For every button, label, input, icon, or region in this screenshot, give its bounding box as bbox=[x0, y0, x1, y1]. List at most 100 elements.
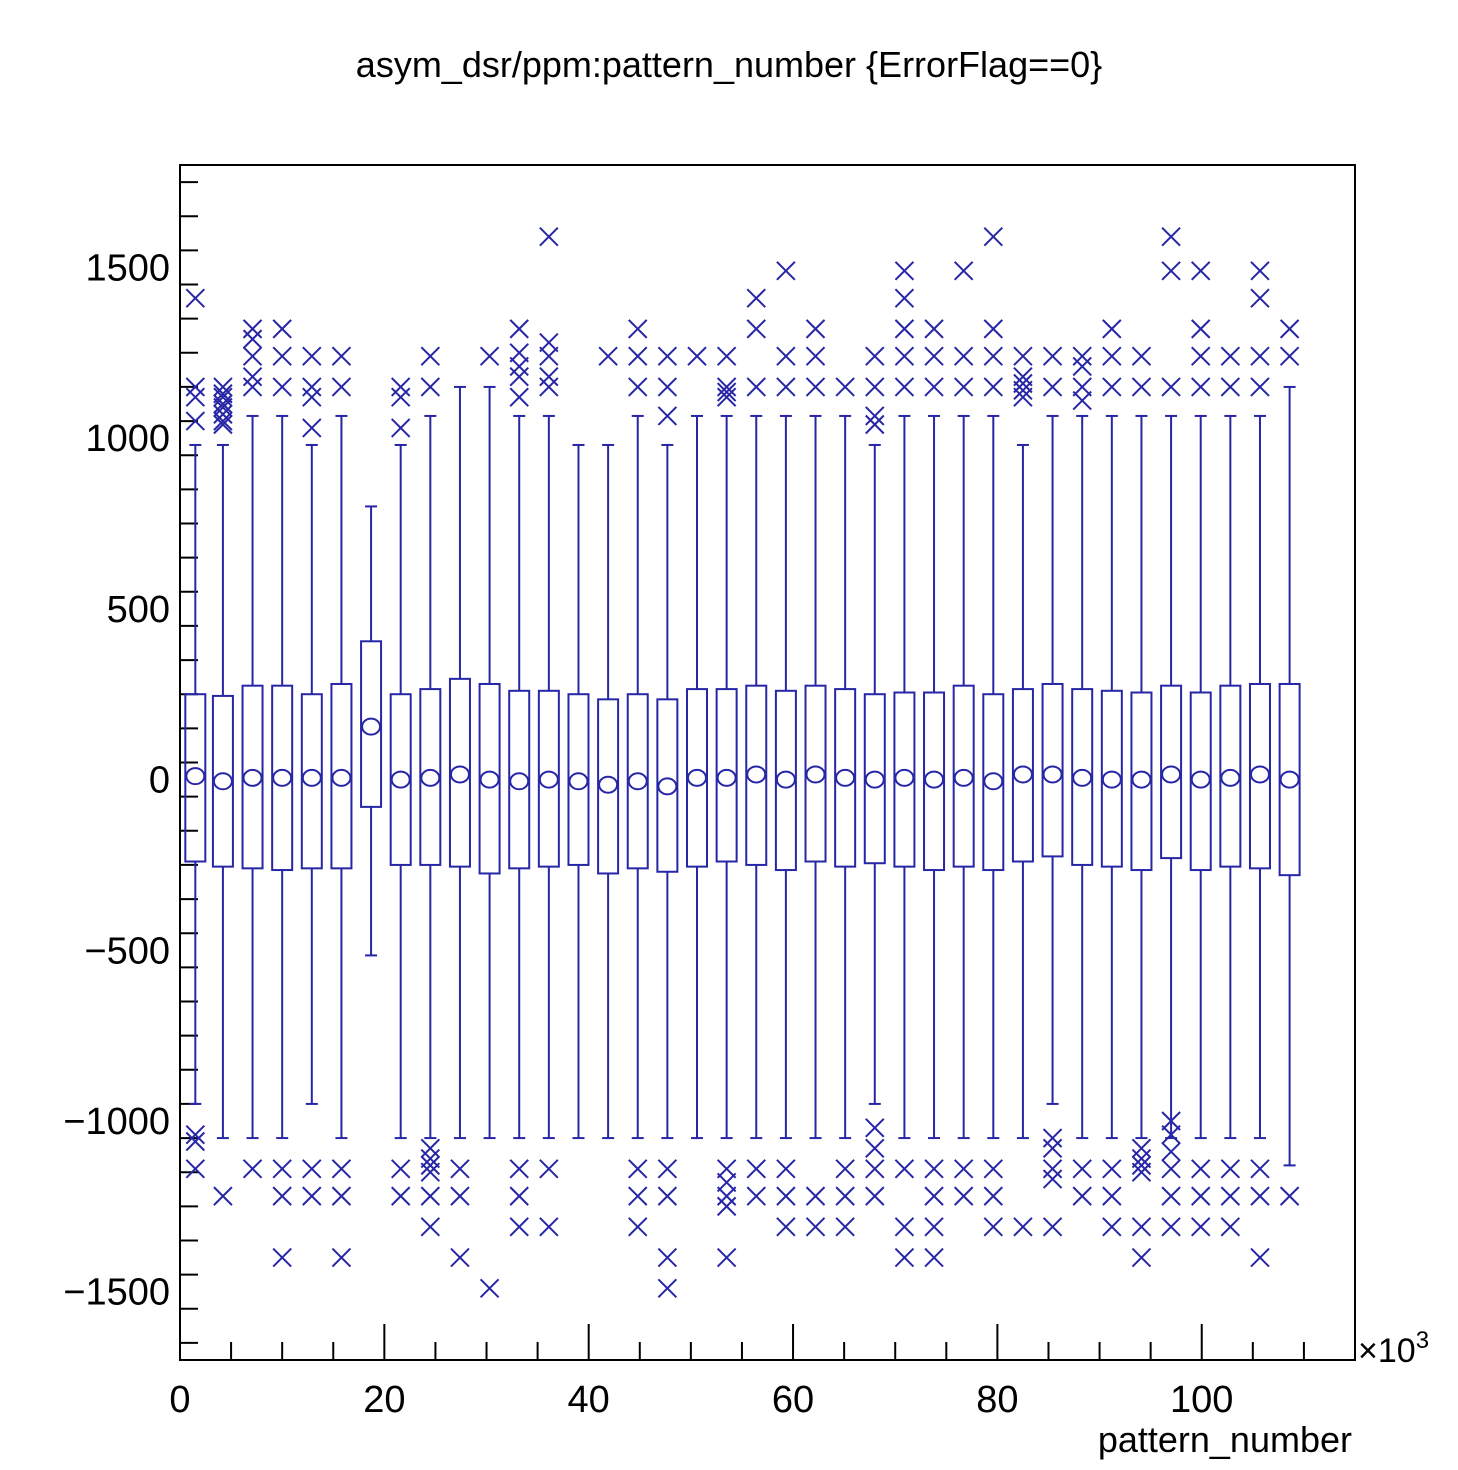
outlier-stroke bbox=[805, 319, 826, 339]
box bbox=[1160, 684, 1183, 860]
outlier-stroke bbox=[716, 377, 737, 397]
box bbox=[626, 693, 649, 870]
outlier-marker bbox=[1042, 1138, 1063, 1159]
box-group bbox=[1011, 346, 1034, 1237]
outlier-marker bbox=[865, 406, 885, 426]
outlier-stroke bbox=[185, 387, 206, 407]
box-group bbox=[834, 377, 857, 1237]
outlier-stroke bbox=[509, 1186, 529, 1206]
outlier-stroke bbox=[213, 404, 233, 424]
outlier-marker bbox=[509, 356, 529, 377]
outlier-marker bbox=[272, 1159, 292, 1179]
outlier-stroke bbox=[983, 377, 1004, 397]
outlier-stroke bbox=[835, 377, 855, 397]
outlier-marker bbox=[1072, 377, 1092, 397]
box-group bbox=[1041, 346, 1064, 1237]
outlier-stroke bbox=[390, 387, 411, 407]
outlier-stroke bbox=[1220, 1186, 1241, 1206]
outlier-marker bbox=[894, 319, 915, 339]
mean-marker bbox=[449, 765, 470, 784]
outlier-stroke bbox=[746, 377, 766, 397]
outlier-stroke bbox=[746, 1186, 766, 1206]
outlier-stroke bbox=[272, 1159, 292, 1179]
outlier-stroke bbox=[1072, 1186, 1092, 1206]
mean-marker bbox=[390, 770, 411, 789]
mean-marker bbox=[864, 770, 885, 789]
outlier-marker bbox=[272, 319, 292, 339]
outlier-stroke bbox=[628, 319, 648, 339]
outlier-stroke bbox=[716, 1186, 737, 1206]
box-group bbox=[715, 346, 738, 1268]
outlier-marker bbox=[242, 1159, 263, 1179]
mean-marker bbox=[272, 768, 293, 787]
outlier-stroke bbox=[865, 1159, 885, 1179]
outlier-marker bbox=[185, 377, 206, 397]
outlier-marker bbox=[805, 1217, 826, 1237]
outlier-marker bbox=[746, 1186, 766, 1206]
y-tick-label: 0 bbox=[149, 760, 170, 802]
outlier-stroke bbox=[746, 288, 766, 308]
mean-marker bbox=[301, 768, 322, 787]
outlier-marker bbox=[420, 1155, 441, 1176]
outlier-marker bbox=[1042, 346, 1063, 366]
outlier-marker bbox=[509, 1217, 529, 1237]
outlier-stroke bbox=[657, 346, 678, 366]
outlier-stroke bbox=[272, 346, 292, 366]
outlier-stroke bbox=[924, 1217, 944, 1237]
mean-marker bbox=[212, 772, 233, 791]
outlier-marker bbox=[894, 288, 915, 308]
outlier-stroke bbox=[1131, 1247, 1152, 1268]
mean-marker bbox=[1249, 765, 1270, 784]
outlier-marker bbox=[657, 346, 678, 366]
box-series bbox=[184, 226, 1301, 1299]
outlier-stroke bbox=[509, 1159, 529, 1179]
outlier-stroke bbox=[1250, 1159, 1270, 1179]
outlier-marker bbox=[894, 1247, 915, 1268]
outlier-stroke bbox=[924, 1186, 944, 1206]
mean-marker bbox=[185, 767, 206, 786]
mean-marker bbox=[894, 768, 915, 787]
box bbox=[804, 684, 827, 863]
outlier-stroke bbox=[1161, 261, 1181, 281]
mean-marker bbox=[746, 765, 767, 784]
outlier-stroke bbox=[924, 1247, 944, 1268]
outlier-marker bbox=[1250, 1159, 1270, 1179]
outlier-marker bbox=[1161, 261, 1181, 281]
outlier-stroke bbox=[185, 377, 206, 397]
box-group bbox=[804, 319, 827, 1237]
outlier-stroke bbox=[302, 387, 322, 407]
outlier-stroke bbox=[1131, 1162, 1152, 1182]
outlier-stroke bbox=[1161, 1124, 1181, 1145]
box-group bbox=[893, 261, 916, 1268]
outlier-marker bbox=[331, 377, 352, 397]
y-tick-label: 1000 bbox=[85, 418, 170, 460]
outlier-marker bbox=[213, 404, 233, 424]
outlier-stroke bbox=[1191, 346, 1211, 366]
outlier-marker bbox=[390, 1159, 411, 1179]
outlier-marker bbox=[716, 1196, 737, 1217]
outlier-stroke bbox=[213, 1186, 233, 1206]
outlier-stroke bbox=[509, 1217, 529, 1237]
outlier-marker bbox=[450, 1159, 470, 1179]
outlier-marker bbox=[1072, 1159, 1092, 1179]
outlier-stroke bbox=[716, 346, 737, 366]
outlier-stroke bbox=[1191, 261, 1211, 281]
outlier-stroke bbox=[213, 411, 233, 431]
outlier-marker bbox=[983, 346, 1004, 366]
outlier-marker bbox=[716, 1159, 737, 1179]
outlier-marker bbox=[302, 1186, 322, 1206]
outlier-marker bbox=[716, 1186, 737, 1206]
outlier-stroke bbox=[539, 1159, 559, 1179]
outlier-stroke bbox=[272, 377, 292, 397]
box-group bbox=[626, 319, 649, 1237]
outlier-stroke bbox=[865, 1138, 885, 1159]
mean-marker bbox=[331, 768, 352, 787]
outlier-stroke bbox=[213, 397, 233, 418]
outlier-marker bbox=[1131, 1162, 1152, 1182]
y-tick-label: −1000 bbox=[63, 1101, 170, 1143]
outlier-marker bbox=[628, 1186, 648, 1206]
mean-marker bbox=[1072, 768, 1093, 787]
outlier-stroke bbox=[835, 1159, 855, 1179]
outlier-stroke bbox=[331, 1186, 352, 1206]
outlier-marker bbox=[628, 1159, 648, 1179]
